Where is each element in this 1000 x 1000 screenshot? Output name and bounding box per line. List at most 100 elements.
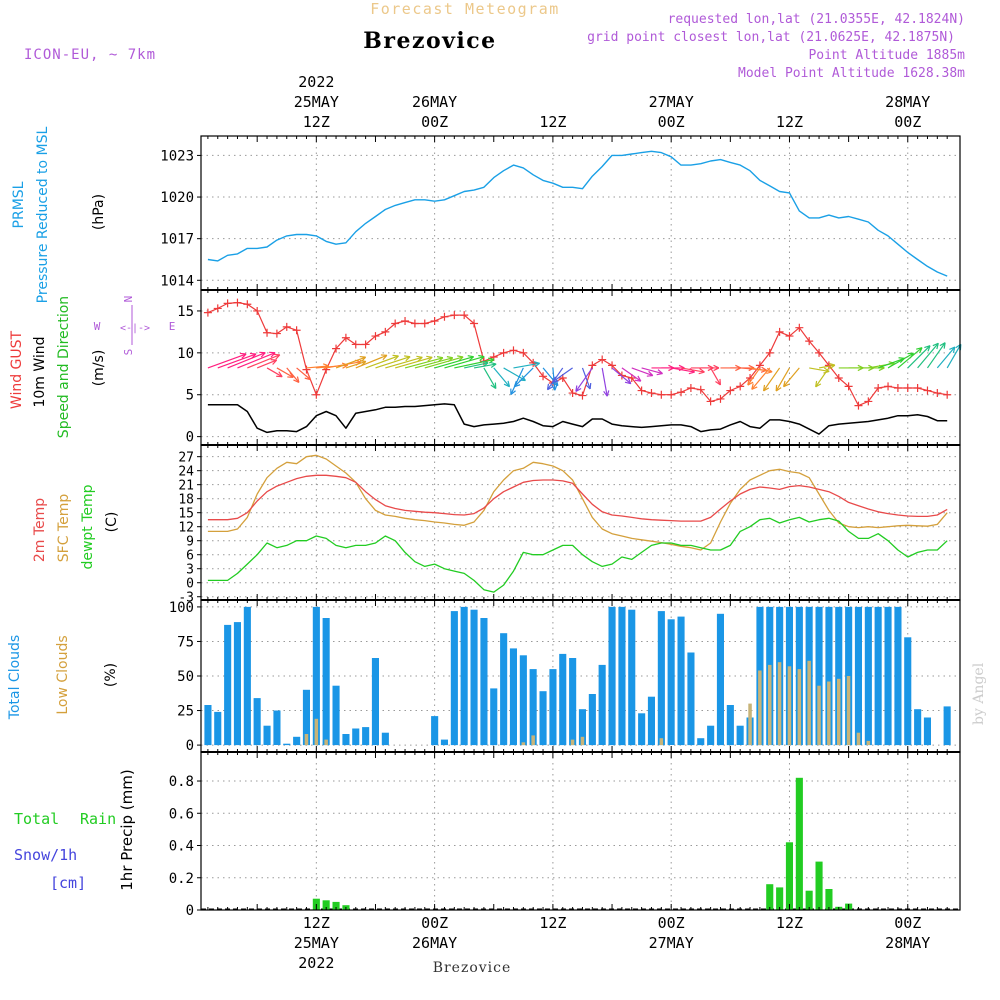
wind-vector [917,342,939,369]
gust-marker [371,332,380,341]
total-cloud-bar [214,711,222,746]
wind-vector [710,367,721,386]
y-tick-label: 6 [186,549,194,564]
wind-vector [365,355,399,369]
total-cloud-bar [864,606,872,746]
wind-vector-head [747,379,754,386]
low-cloud-bar [659,738,664,746]
gust-marker [893,384,902,393]
time-label-bottom: 2022 [298,954,334,972]
model-label: ICON-EU, ~ 7km [24,47,156,63]
wind-vector-head [624,377,632,385]
gust-marker [243,300,252,309]
wind-vector-head [392,354,399,361]
gust-marker [815,348,824,357]
wind-vector [414,357,453,369]
wind-vector [946,343,962,369]
gust-marker [282,322,291,331]
compass-cross: <-|-> [120,323,150,334]
gust-marker [686,384,695,393]
wind-vector-head [939,342,946,349]
y-tick-label: -3 [178,591,194,606]
total-cloud-bar [224,624,232,746]
total-cloud-bar [588,694,596,746]
label-c: (C) [104,512,120,533]
wind-vector-head [490,382,497,390]
wind-vector-head [510,388,516,396]
y-tick-label: 15 [177,304,194,320]
total-cloud-bar [914,709,922,746]
model-altitude: Model Point Altitude 1628.38m [738,66,965,81]
time-label-top: 00Z [658,113,685,131]
wind-vector-head [490,361,497,369]
wind-vector-head [293,376,300,383]
y-tick-label: 0 [186,738,194,754]
total-cloud-bar [657,611,665,746]
wind-vector-head [828,362,836,370]
y-tick-label: 15 [178,507,194,522]
low-cloud-bar [866,740,871,745]
total-cloud-bar [697,738,705,746]
gust-marker [203,308,212,317]
gust-marker [903,384,912,393]
wind-vector-head [552,376,559,383]
total-cloud-bar [687,652,695,746]
gust-marker [657,390,666,399]
gust-marker [223,299,232,308]
gust-marker [864,397,873,406]
wind-vector [227,352,266,369]
gust-marker [706,397,715,406]
total-cloud-bar [332,685,340,746]
gust-marker [854,401,863,410]
total-cloud-bar [638,713,646,746]
gust-marker [341,333,350,342]
gust-marker [263,328,272,337]
total-cloud-bar [302,689,310,746]
label-percent: (%) [103,663,119,687]
wind-vector [763,367,781,392]
y-tick-label: 27 [178,451,194,466]
y-tick-label: 21 [178,479,194,494]
time-label-top: 12Z [539,113,566,131]
gust-marker [874,384,883,393]
wind-vector-head [575,385,582,392]
wind-vector-head [766,367,773,375]
total-cloud-bar [884,606,892,746]
label-snow: Snow/1h [14,846,77,864]
y-tick-label: 1014 [160,273,194,289]
wind-vector [671,367,695,373]
time-label-bottom: 12Z [303,914,330,932]
gust-marker [578,391,587,400]
label-pressure-msl: Pressure Reduced to MSL [35,126,51,303]
wind-vector [815,367,830,388]
dewpt-line [207,516,948,593]
wind-vector-head [380,354,388,361]
gust-marker [736,382,745,391]
label-1hr-precip: 1hr Precip (mm) [118,769,136,890]
wind-vector-head [273,353,281,360]
y-tick-label: 25 [177,704,194,720]
total-cloud-bar [667,619,675,745]
y-tick-label: 75 [177,634,194,650]
gust-marker [391,319,400,328]
gust-marker [332,344,341,353]
low-cloud-bar [807,660,811,746]
wind-vector [747,367,761,386]
wind-vector [395,356,433,369]
total-cloud-bar [578,709,586,746]
label-sfc-temp: SFC Temp [56,494,72,563]
total-cloud-bar [549,669,557,746]
low-cloud-bar [768,664,772,745]
gust-marker [765,348,774,357]
wind-vector-head [269,351,276,358]
wind-vector [276,367,294,378]
gust-marker [351,340,360,349]
y-tick-label: 0 [186,430,194,446]
total-cloud-bar [293,736,301,746]
rain-bar [805,890,813,910]
gust-marker [667,390,676,399]
wind-vector-head [404,355,411,362]
panel-frame [200,135,961,291]
rain-bar [825,889,833,910]
